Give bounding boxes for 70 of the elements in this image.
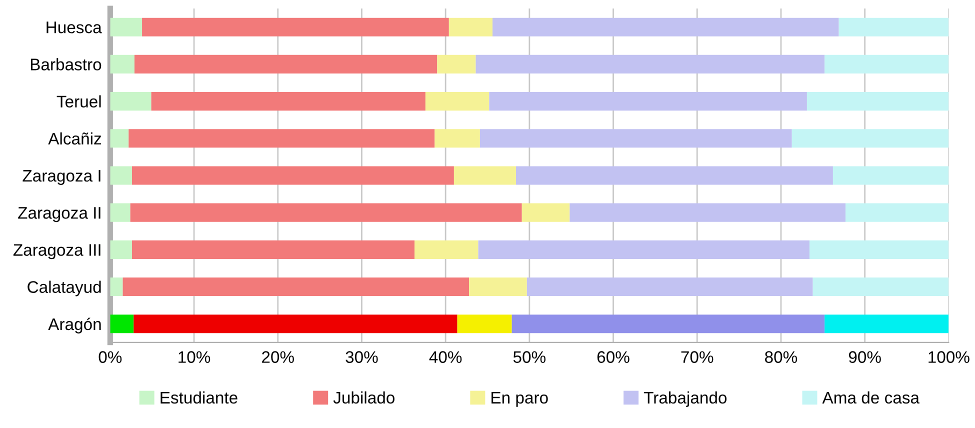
bar bbox=[809, 240, 949, 259]
bar bbox=[457, 314, 512, 334]
bar bbox=[526, 277, 813, 296]
bar bbox=[512, 314, 825, 334]
bar bbox=[151, 92, 426, 111]
x-tick-label: 90% bbox=[848, 351, 881, 363]
bar bbox=[110, 54, 134, 74]
bar bbox=[110, 203, 130, 222]
x-tick-label: 50% bbox=[513, 351, 546, 363]
bar bbox=[812, 277, 949, 296]
bar bbox=[134, 54, 438, 74]
x-tick-label: 40% bbox=[429, 351, 462, 363]
bar bbox=[492, 18, 839, 36]
bar bbox=[792, 129, 949, 148]
bar bbox=[128, 129, 435, 148]
legend-label: En paro bbox=[492, 392, 548, 407]
bar bbox=[142, 18, 449, 36]
y-tick-label: Zaragoza I bbox=[22, 170, 100, 185]
bar bbox=[130, 203, 522, 222]
bar bbox=[434, 129, 480, 148]
bar bbox=[469, 277, 527, 296]
y-tick-label: Zaragoza II bbox=[18, 207, 100, 222]
bar bbox=[824, 314, 949, 334]
legend-label: Ama de casa bbox=[822, 391, 920, 404]
bar bbox=[110, 314, 134, 334]
bar bbox=[132, 240, 415, 259]
bar bbox=[806, 92, 949, 111]
x-tick-label: 30% bbox=[346, 351, 378, 363]
bar bbox=[476, 54, 825, 74]
bar bbox=[522, 203, 570, 222]
x-tick-label: 60% bbox=[597, 351, 630, 363]
bar bbox=[489, 92, 807, 111]
y-tick-label: Alcañiz bbox=[48, 132, 102, 145]
x-tick-label: 10% bbox=[178, 351, 210, 363]
x-tick-label: 0% bbox=[98, 351, 122, 363]
y-tick-label: Barbastro bbox=[30, 58, 102, 70]
bar bbox=[110, 240, 132, 259]
bar bbox=[132, 166, 454, 185]
bar bbox=[454, 166, 516, 185]
y-tick-label: Aragón bbox=[48, 318, 101, 334]
y-tick-label: Zaragoza III bbox=[13, 244, 100, 260]
legend-label: Jubilado bbox=[333, 391, 394, 404]
bar bbox=[832, 166, 949, 185]
bar bbox=[480, 129, 792, 148]
x-tick-label: 80% bbox=[765, 351, 798, 363]
bar bbox=[478, 240, 810, 259]
bar bbox=[570, 203, 846, 222]
bar bbox=[448, 18, 493, 36]
bar bbox=[110, 18, 142, 36]
bar bbox=[838, 18, 949, 36]
bar bbox=[110, 166, 132, 185]
bar bbox=[134, 314, 458, 334]
bar bbox=[437, 54, 476, 74]
y-tick-label: Calatayud bbox=[28, 280, 101, 296]
bar bbox=[110, 92, 152, 111]
legend-label: Trabajando bbox=[644, 391, 727, 407]
bar bbox=[414, 240, 478, 259]
legend-label: Estudiante bbox=[160, 391, 238, 404]
x-tick-label: 70% bbox=[681, 351, 714, 363]
bar bbox=[110, 129, 129, 148]
bar bbox=[516, 166, 833, 185]
y-tick-label: Teruel bbox=[56, 95, 101, 108]
y-tick-label: Huesca bbox=[46, 22, 102, 34]
bar bbox=[110, 277, 123, 296]
bar bbox=[425, 92, 490, 111]
bar bbox=[122, 277, 470, 296]
bar bbox=[824, 54, 949, 74]
x-tick-label: 20% bbox=[262, 351, 294, 363]
x-tick-label: 100% bbox=[928, 351, 970, 363]
bar bbox=[846, 203, 949, 222]
